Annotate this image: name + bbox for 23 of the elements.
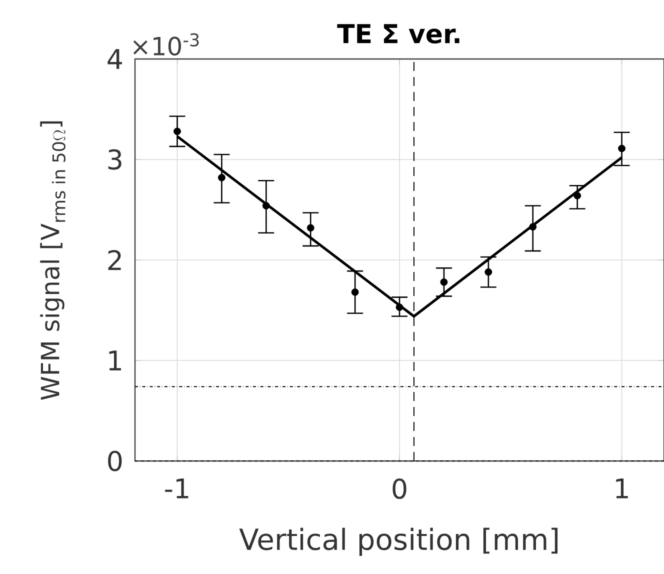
x-tick-label: -1 (165, 478, 188, 498)
point (306, 224, 314, 232)
x-tick-label: 0 (392, 478, 406, 499)
chart-title: TE Σ ver. (337, 24, 460, 44)
x-axis-title: Vertical position [mm] (239, 528, 558, 556)
y-tick-label: 2 (108, 250, 121, 270)
point (574, 192, 582, 200)
point (351, 288, 359, 296)
point (262, 202, 270, 210)
y-tick-label: 1 (109, 350, 121, 370)
y-tick-label: 0 (108, 450, 122, 472)
point (484, 268, 492, 276)
point (396, 304, 404, 311)
point (440, 278, 448, 286)
point (529, 223, 537, 231)
y-tick-label: 4 (108, 49, 122, 69)
point (618, 144, 626, 152)
text: ×10$^{-3}$ (133, 33, 199, 56)
point (218, 174, 226, 182)
y-tick-label: 3 (108, 149, 122, 170)
point (174, 128, 181, 136)
x-tick-label: 1 (616, 478, 628, 498)
y-axis-title: $\text{WFM signal [V}_{\text{rms in 50}\Omega}\text{]}$ (40, 121, 66, 400)
